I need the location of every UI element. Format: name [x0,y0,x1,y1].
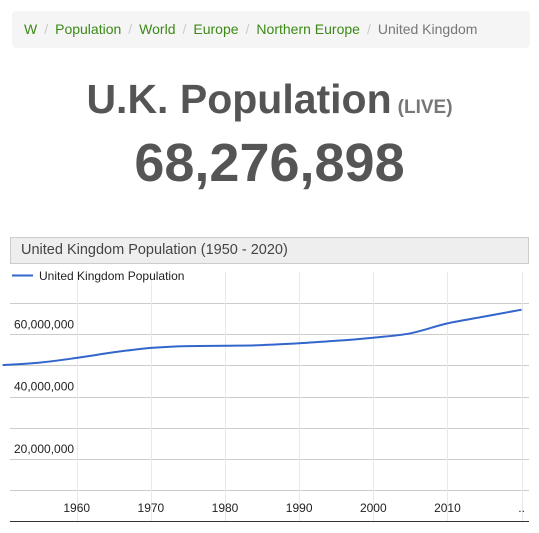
population-chart[interactable]: 20,000,000 40,000,000 60,000,000 1960 1970 19… [0,264,539,533]
series-line [2,308,522,367]
breadcrumb-current: United Kingdom [377,21,478,37]
breadcrumb: W / Population / World / Europe / Northern Europ… [12,11,530,48]
chart-svg: 20,000,000 40,000,000 60,000,000 1960 1970 19… [2,269,529,522]
x-tick-label: .. [518,501,525,515]
x-tick-label: 1990 [286,501,313,515]
x-tick-label: 1960 [63,501,90,515]
y-tick-label: 20,000,000 [14,442,74,456]
page-title-text: U.K. Population [86,76,392,122]
breadcrumb-separator: / [182,21,187,37]
breadcrumb-link-europe[interactable]: Europe [193,21,239,37]
breadcrumb-separator: / [245,21,250,37]
breadcrumb-separator: / [44,21,49,37]
page-title: U.K. Population (LIVE) [0,74,539,133]
y-tick-label: 60,000,000 [14,317,74,331]
x-tick-label: 1970 [138,501,165,515]
live-label: (LIVE) [397,97,453,118]
x-tick-label: 2010 [434,501,461,515]
breadcrumb-link-northern-europe[interactable]: Northern Europe [256,21,360,37]
x-tick-label: 2000 [360,501,387,515]
x-tick-label: 1980 [212,501,239,515]
y-tick-label: 40,000,000 [14,380,74,394]
breadcrumb-link-world[interactable]: World [139,21,176,37]
live-population-counter: 68,276,898 [134,133,405,193]
breadcrumb-separator: / [128,21,133,37]
chart-title: United Kingdom Population (1950 - 2020) [10,237,529,264]
breadcrumb-separator: / [366,21,371,37]
breadcrumb-link-population[interactable]: Population [55,21,122,37]
legend-label: United Kingdom Population [39,269,184,283]
breadcrumb-link-w[interactable]: W [24,21,38,37]
